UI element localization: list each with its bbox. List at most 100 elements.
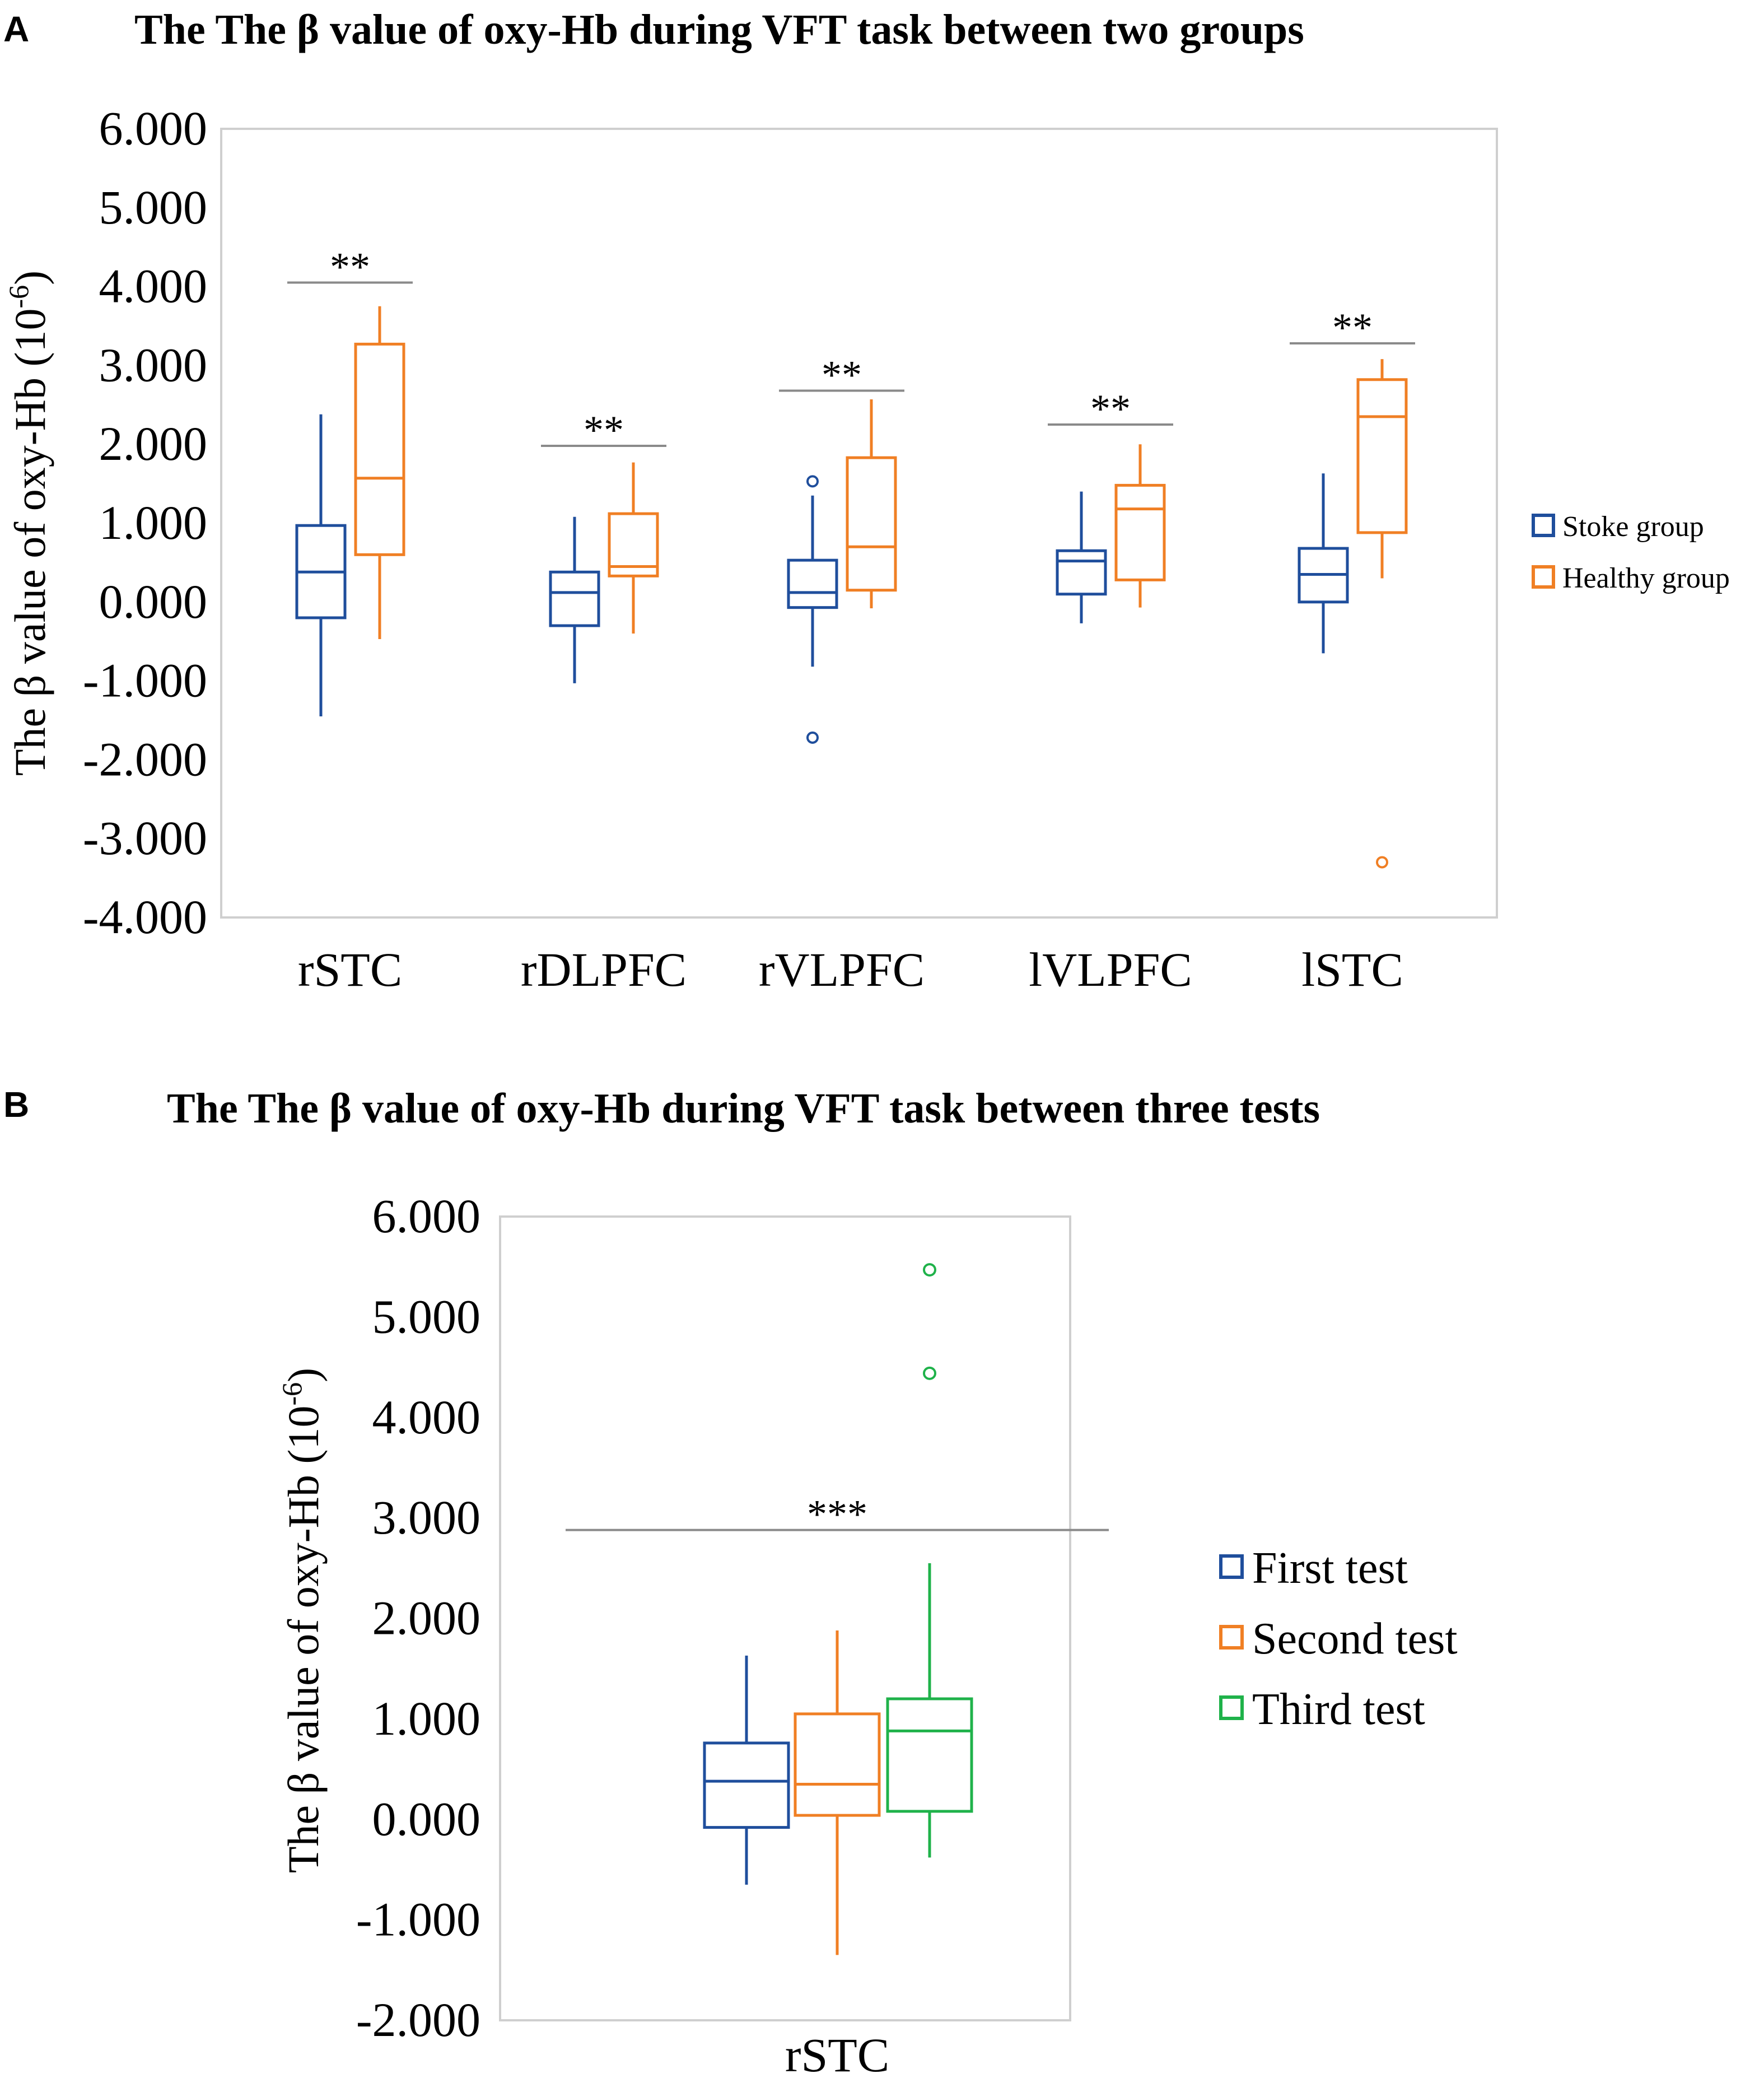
y-tick-label: 4.000 — [99, 259, 208, 313]
box-iqr — [354, 342, 405, 556]
significance-stars: ** — [1090, 386, 1131, 431]
y-tick-label: -4.000 — [83, 890, 207, 944]
panel-a-y-axis: 6.000 5.000 4.000 3.000 2.000 1.000 0.000 -1.00… — [83, 101, 207, 944]
panel-b-title: The The β value of oxy-Hb during VFT tas… — [167, 1085, 1320, 1132]
y-tick-label: 5.000 — [372, 1289, 481, 1343]
panel-b-plot-area: *** — [566, 1263, 1109, 1955]
y-tick-label: -3.000 — [83, 811, 207, 865]
box-iqr — [1356, 378, 1408, 534]
significance-stars: ** — [584, 408, 624, 453]
legend-swatch-second-test — [1219, 1625, 1244, 1650]
box-healthy-group-lstc — [1356, 359, 1408, 869]
panel-a-title: The The β value of oxy-Hb during VFT tas… — [134, 6, 1304, 53]
category-label-rvlpfc: rVLPFC — [759, 943, 925, 996]
y-tick-label: 1.000 — [99, 496, 208, 549]
panel-a-plot-area: ** ** ** ** ** — [287, 245, 1415, 869]
box-third-test-rstc — [886, 1263, 973, 1858]
panel-a: A The The β value of oxy-Hb during VFT t… — [3, 6, 1730, 996]
box-first-test-rstc — [703, 1655, 790, 1885]
legend-swatch-healthy-group — [1532, 565, 1555, 589]
y-tick-label: 0.000 — [372, 1792, 481, 1846]
y-tick-label: 1.000 — [372, 1692, 481, 1745]
significance-stars: ** — [1332, 305, 1373, 350]
box-healthy-group-rdlpfc — [608, 462, 659, 634]
box-stoke-group-rvlpfc — [787, 475, 838, 744]
panel-b-y-axis: 6.000 5.000 4.000 3.000 2.000 1.000 0.000 -1.00… — [356, 1189, 480, 2047]
box-second-test-rstc — [794, 1630, 881, 1955]
panel-a-label: A — [3, 9, 29, 49]
outlier-point — [806, 731, 819, 744]
legend-item-stoke-group: Stoke group — [1532, 511, 1704, 543]
box-stoke-group-lvlpfc — [1056, 491, 1107, 623]
legend-item-second-test: Second test — [1219, 1614, 1458, 1664]
y-tick-label: 6.000 — [99, 101, 208, 155]
y-tick-label: 4.000 — [372, 1390, 481, 1444]
y-tick-label: 5.000 — [99, 180, 208, 234]
legend-label-second-test: Second test — [1252, 1614, 1458, 1664]
legend-swatch-first-test — [1219, 1554, 1244, 1579]
y-tick-label: -1.000 — [356, 1893, 480, 1946]
outlier-point — [806, 475, 819, 488]
y-tick-label: -2.000 — [356, 1993, 480, 2047]
category-label-rstc: rSTC — [298, 943, 402, 996]
box-stoke-group-rdlpfc — [549, 516, 600, 683]
y-tick-label: 3.000 — [99, 338, 208, 392]
y-tick-label: 6.000 — [372, 1189, 481, 1243]
panel-a-legend: Stoke group Healthy group — [1532, 511, 1730, 594]
legend-item-first-test: First test — [1219, 1544, 1408, 1593]
legend-label-stoke-group: Stoke group — [1562, 511, 1704, 543]
legend-swatch-stoke-group — [1532, 514, 1555, 537]
significance-rvlpfc: ** — [779, 352, 904, 397]
box-iqr — [846, 456, 897, 592]
box-stoke-group-rstc — [295, 414, 347, 716]
y-tick-label: -2.000 — [83, 732, 207, 786]
significance-lstc: ** — [1290, 305, 1415, 350]
y-tick-label: 0.000 — [99, 575, 208, 628]
box-healthy-group-lvlpfc — [1114, 444, 1166, 608]
panel-b-x-axis: rSTC — [785, 2028, 889, 2078]
box-iqr — [886, 1697, 973, 1813]
box-iqr — [1114, 483, 1166, 581]
significance-rstc: ** — [287, 245, 413, 290]
box-healthy-group-rstc — [354, 306, 405, 639]
legend-label-third-test: Third test — [1252, 1685, 1425, 1734]
category-label-rdlpfc: rDLPFC — [521, 943, 687, 996]
significance-rdlpfc: ** — [541, 408, 666, 453]
legend-label-healthy-group: Healthy group — [1562, 562, 1730, 594]
box-stoke-group-lstc — [1298, 473, 1349, 654]
panel-b-legend: First test Second test Third test — [1219, 1544, 1458, 1734]
outlier-point — [923, 1263, 936, 1277]
category-label-rstc: rSTC — [785, 2028, 889, 2078]
outlier-point — [1376, 856, 1388, 869]
panel-a-y-axis-label: The β value of oxy-Hb (10-6) — [3, 271, 54, 776]
panel-b-plot-frame — [499, 1215, 1071, 2021]
box-iqr — [608, 512, 659, 577]
panel-b: B The The β value of oxy-Hb during VFT t… — [3, 1084, 1458, 2078]
box-iqr — [549, 570, 600, 627]
y-tick-label: -1.000 — [83, 654, 207, 707]
box-iqr — [703, 1741, 790, 1829]
y-tick-label: 2.000 — [372, 1591, 481, 1645]
y-tick-label: 3.000 — [372, 1490, 481, 1544]
box-iqr — [787, 558, 838, 609]
box-iqr — [1056, 549, 1107, 596]
legend-item-healthy-group: Healthy group — [1532, 562, 1730, 594]
box-iqr — [794, 1712, 881, 1817]
legend-label-first-test: First test — [1252, 1544, 1408, 1593]
panel-b-label: B — [3, 1084, 29, 1125]
panel-a-plot-frame — [220, 128, 1498, 919]
outlier-point — [923, 1366, 936, 1380]
panel-b-y-axis-label: The β value of oxy-Hb (10-6) — [276, 1368, 328, 1873]
significance-stars: ** — [822, 352, 862, 397]
legend-swatch-third-test — [1219, 1695, 1244, 1720]
category-label-lvlpfc: lVLPFC — [1029, 943, 1192, 996]
box-healthy-group-rvlpfc — [846, 399, 897, 609]
significance-rstc: *** — [566, 1492, 1109, 1537]
y-tick-label: 2.000 — [99, 417, 208, 470]
panel-a-x-axis: rSTC rDLPFC rVLPFC lVLPFC lSTC — [298, 943, 1403, 996]
significance-lvlpfc: ** — [1048, 386, 1173, 431]
significance-stars: *** — [807, 1492, 867, 1537]
category-label-lstc: lSTC — [1301, 943, 1403, 996]
legend-item-third-test: Third test — [1219, 1685, 1425, 1734]
